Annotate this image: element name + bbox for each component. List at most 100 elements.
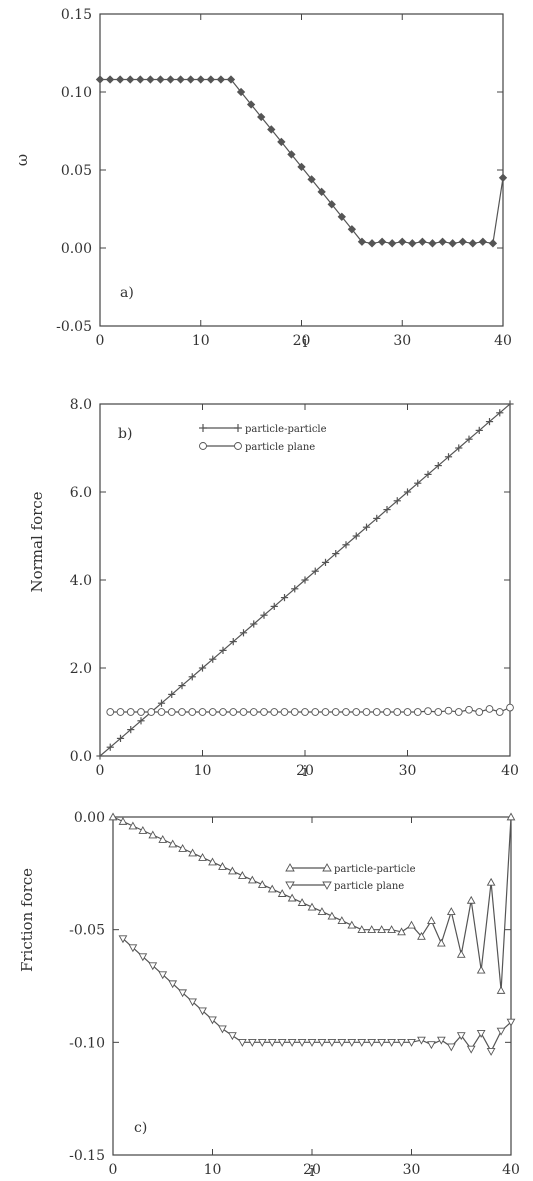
- panel-c-series-2-point: [307, 1039, 317, 1047]
- panel-a-series-1-point: [216, 75, 226, 84]
- panel-a-series-1-point: [307, 175, 316, 184]
- panel-c-series-1-point: [168, 839, 178, 848]
- panel-c-series-2-point: [178, 989, 188, 998]
- panel-c-series-1-point: [357, 925, 367, 933]
- panel-b: Normal force i b) particle-particle part…: [28, 397, 519, 780]
- panel-b-series-1-point: [106, 743, 114, 751]
- panel-b-series-2: [106, 703, 514, 716]
- panel-c-series-2-point: [297, 1039, 307, 1047]
- panel-a-series-1-point: [95, 75, 105, 84]
- panel-b-series-2-point: [403, 708, 412, 716]
- panel-a-series-1-point: [327, 200, 336, 209]
- panel-a-y-axis-title: ω: [13, 154, 31, 166]
- panel-b-series-1-point: [188, 673, 196, 681]
- panel-a-series-1-point: [146, 75, 155, 84]
- panel-b-x-tick-label: 20: [296, 763, 314, 779]
- panel-c-series-2-line: [122, 938, 512, 1053]
- panel-b-series-1-point: [178, 682, 186, 690]
- panel-a-y-tick-label: 0.10: [61, 85, 92, 101]
- panel-b-y-tick-label: 6.0: [70, 485, 92, 501]
- panel-b-series-2-point: [495, 708, 504, 716]
- panel-b-series-2-point: [106, 708, 115, 716]
- panel-b-y-tick-label: 0.0: [70, 749, 92, 765]
- panel-c-series-1: [108, 812, 516, 994]
- legend-circle-marker: [199, 442, 207, 450]
- panel-b-series-2-point: [178, 708, 186, 716]
- panel-c-series-2-point: [287, 1039, 297, 1047]
- panel-a-series-1-point: [418, 237, 427, 246]
- panel-c-series-1-point: [317, 907, 327, 915]
- panel-c-x-tick-label: 10: [204, 1162, 222, 1178]
- panel-b-series-2-point: [352, 708, 361, 716]
- panel-b-series-1-point: [393, 497, 401, 505]
- panel-c-series-2-point: [118, 935, 128, 944]
- panel-c-series-1-point: [128, 821, 138, 830]
- panel-c-legend: particle-particle particle plane: [285, 863, 416, 892]
- panel-c-x-tick-label: 30: [403, 1162, 421, 1178]
- panel-c-series-1-point: [297, 898, 307, 906]
- panel-c-series-2-point: [436, 1036, 446, 1045]
- panel-b-series-2-point: [301, 708, 309, 716]
- panel-c-series-1-point: [427, 916, 436, 924]
- panel-b-series-1: [96, 400, 514, 760]
- panel-b-series-2-point: [167, 708, 176, 716]
- panel-a-series-1-point: [317, 187, 326, 197]
- panel-c-series-2-point: [228, 1032, 237, 1041]
- panel-b-y-axis-title: Normal force: [28, 491, 46, 592]
- panel-b-series-2-point: [506, 703, 514, 712]
- panel-b-series-1-point: [475, 426, 483, 434]
- panel-b-series-1-point: [168, 690, 176, 698]
- panel-b-series-1-point: [127, 726, 135, 734]
- panel-b-series-1-point: [96, 752, 104, 760]
- panel-a-series-1: [95, 75, 508, 248]
- panel-b-x-axis-title: i: [303, 762, 308, 780]
- panel-c-series-1-point: [178, 844, 188, 852]
- panel-c-series-2-point: [427, 1041, 436, 1050]
- panel-c-series-2-point: [257, 1039, 267, 1047]
- panel-a-y-tick-label: 0.05: [61, 163, 92, 179]
- legend-triangle-up-marker: [322, 863, 332, 872]
- panel-c-y-tick-label: -0.05: [69, 923, 105, 939]
- panel-a-x-tick-label: 10: [192, 333, 210, 349]
- panel-c-series-2-point: [267, 1039, 277, 1047]
- legend-label-particle-particle: particle-particle: [245, 424, 327, 435]
- panel-a-series-1-point: [196, 75, 205, 84]
- panel-c-series-2-point: [277, 1039, 287, 1047]
- panel-b-series-2-line: [110, 707, 511, 713]
- panel-b-series-2-point: [465, 705, 473, 714]
- panel-a-y-tick-label: 0.15: [61, 7, 92, 23]
- panel-b-series-1-point: [383, 506, 391, 514]
- panel-a-series-1-point: [297, 162, 306, 172]
- legend-label-particle-particle: particle-particle: [334, 864, 416, 875]
- panel-b-series-2-point: [424, 707, 432, 715]
- panel-b-series-2-point: [198, 708, 207, 716]
- panel-c-series-2-point: [188, 998, 197, 1007]
- panel-c-y-tick-label: 0.00: [74, 810, 105, 826]
- panel-b-x-tick-label: 30: [399, 763, 417, 779]
- panel-b-series-1-point: [116, 734, 125, 742]
- panel-c: Friction force i c) particle-particle pa…: [18, 810, 520, 1180]
- panel-b-series-1-point: [485, 418, 494, 426]
- legend-circle-marker: [234, 442, 242, 450]
- panel-b-series-1-point: [291, 585, 299, 593]
- panel-b-series-2-point: [157, 708, 166, 716]
- panel-c-series-2-point: [148, 962, 158, 971]
- panel-c-y-axis-title: Friction force: [18, 868, 36, 972]
- panel-b-series-2-point: [260, 708, 268, 716]
- panel-c-series-2-point: [198, 1007, 207, 1016]
- panel-b-series-2-point: [188, 708, 197, 716]
- panel-c-series-1-point: [347, 920, 357, 929]
- panel-a-series-1-point: [337, 212, 346, 221]
- panel-b-series-1-point: [301, 576, 309, 584]
- panel-b-series-2-point: [219, 708, 227, 716]
- panel-a-y-tick-label: 0.00: [61, 241, 92, 257]
- panel-c-x-tick-label: 40: [502, 1162, 520, 1178]
- panel-b-series-1-point: [311, 567, 319, 575]
- panel-c-series-2-point: [417, 1036, 426, 1045]
- panel-b-series-1-point: [424, 470, 432, 478]
- panel-b-series-1-point: [229, 638, 237, 646]
- panel-b-series-1-point: [496, 409, 504, 417]
- panel-c-series-2-point: [466, 1045, 476, 1054]
- panel-c-series-1-point: [148, 830, 158, 839]
- panel-c-series-2-point: [476, 1029, 486, 1038]
